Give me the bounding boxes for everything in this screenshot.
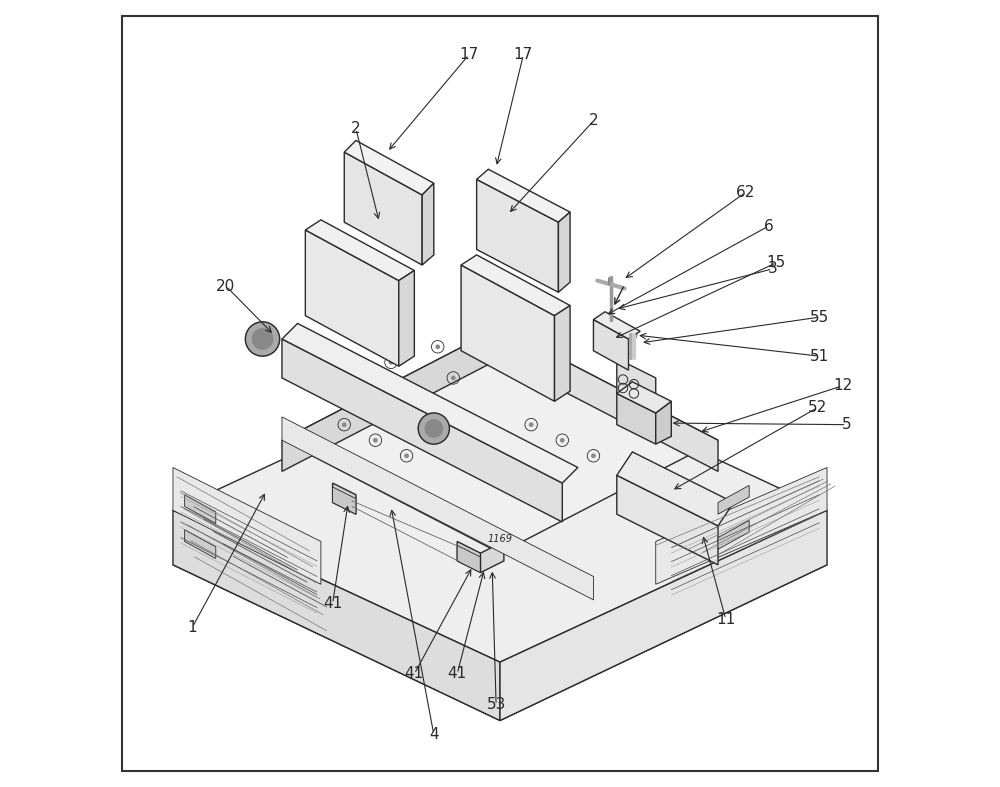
Polygon shape [185, 495, 216, 523]
Text: 41: 41 [323, 597, 342, 611]
Circle shape [591, 453, 596, 458]
Polygon shape [282, 327, 718, 553]
Circle shape [467, 423, 471, 427]
Text: 11: 11 [716, 611, 735, 626]
Polygon shape [457, 541, 481, 573]
Text: 6: 6 [764, 219, 774, 234]
Polygon shape [500, 327, 718, 471]
Text: 2: 2 [589, 113, 598, 128]
Polygon shape [422, 183, 434, 265]
Circle shape [529, 423, 533, 427]
Polygon shape [477, 169, 570, 222]
Circle shape [418, 413, 449, 444]
Polygon shape [173, 358, 827, 662]
Circle shape [245, 322, 280, 357]
Circle shape [435, 407, 440, 412]
Text: 20: 20 [216, 279, 236, 294]
Circle shape [342, 423, 347, 427]
Polygon shape [718, 520, 749, 549]
Polygon shape [477, 179, 558, 292]
Polygon shape [617, 452, 734, 526]
Polygon shape [558, 212, 570, 292]
Polygon shape [656, 467, 827, 584]
Polygon shape [282, 417, 593, 600]
Circle shape [498, 438, 502, 442]
Circle shape [451, 375, 456, 380]
Polygon shape [333, 487, 356, 514]
Text: 52: 52 [808, 400, 827, 415]
Polygon shape [617, 358, 656, 413]
Circle shape [404, 391, 409, 396]
Text: 3: 3 [768, 261, 777, 276]
Polygon shape [399, 271, 414, 366]
Polygon shape [173, 467, 321, 584]
Text: 41: 41 [448, 667, 467, 682]
Polygon shape [461, 255, 570, 316]
Polygon shape [344, 140, 434, 195]
Polygon shape [718, 486, 749, 514]
Text: 53: 53 [486, 697, 506, 712]
Text: 17: 17 [459, 47, 478, 62]
Text: 41: 41 [405, 667, 424, 682]
Circle shape [628, 331, 637, 340]
Polygon shape [500, 510, 827, 721]
Text: 15: 15 [767, 255, 786, 270]
Polygon shape [617, 475, 718, 565]
Text: 1: 1 [188, 619, 197, 634]
Polygon shape [282, 339, 562, 522]
Circle shape [389, 360, 393, 364]
Polygon shape [282, 327, 500, 471]
Text: 12: 12 [833, 379, 852, 394]
Circle shape [252, 328, 273, 350]
Text: 62: 62 [736, 185, 755, 200]
Polygon shape [593, 312, 640, 339]
Polygon shape [656, 401, 671, 444]
Polygon shape [173, 510, 500, 721]
Polygon shape [481, 541, 504, 573]
Circle shape [358, 391, 362, 396]
Polygon shape [305, 230, 399, 366]
Text: 5: 5 [842, 417, 851, 432]
Text: 17: 17 [514, 47, 533, 62]
Polygon shape [185, 530, 216, 559]
Polygon shape [282, 323, 578, 483]
Text: 4: 4 [429, 727, 439, 742]
Polygon shape [461, 265, 555, 401]
Polygon shape [305, 220, 414, 281]
Polygon shape [617, 382, 671, 413]
Text: 1169: 1169 [488, 534, 512, 544]
Text: 55: 55 [810, 310, 829, 325]
Polygon shape [593, 320, 628, 370]
Polygon shape [344, 152, 422, 265]
Circle shape [373, 438, 378, 442]
Polygon shape [173, 409, 827, 721]
Polygon shape [555, 305, 570, 401]
Polygon shape [617, 394, 656, 444]
Text: 2: 2 [351, 121, 361, 136]
Polygon shape [457, 545, 481, 573]
Text: 51: 51 [810, 349, 829, 364]
Circle shape [560, 438, 565, 442]
Polygon shape [333, 483, 356, 514]
Circle shape [424, 419, 443, 438]
Circle shape [435, 345, 440, 349]
Circle shape [404, 453, 409, 458]
Circle shape [498, 360, 502, 364]
